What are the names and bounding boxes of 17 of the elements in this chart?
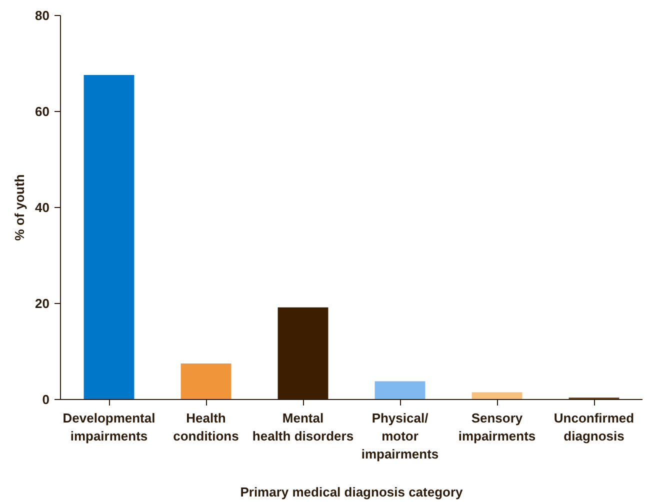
x-tick-label: Mental health disorders xyxy=(252,410,354,444)
x-tick-label: Physical/ motor impairments xyxy=(361,410,439,462)
x-axis-title: Primary medical diagnosis category xyxy=(240,484,464,500)
bar xyxy=(180,364,232,400)
x-tick-label: Health conditions xyxy=(173,410,239,444)
y-tick-label: 60 xyxy=(35,104,50,119)
y-tick-label: 40 xyxy=(35,200,50,215)
y-axis-title: % of youth xyxy=(12,174,28,241)
x-tick-label: Sensory impairments xyxy=(458,410,536,444)
bar xyxy=(278,307,328,400)
x-tick-label: Developmental impairments xyxy=(62,410,156,444)
bar xyxy=(374,381,426,400)
y-tick-label: 80 xyxy=(35,8,50,23)
y-tick-label: 0 xyxy=(42,392,50,407)
x-tick-label: Unconfirmed diagnosis xyxy=(554,410,634,444)
bar xyxy=(84,75,134,400)
y-tick-label: 20 xyxy=(35,296,50,311)
